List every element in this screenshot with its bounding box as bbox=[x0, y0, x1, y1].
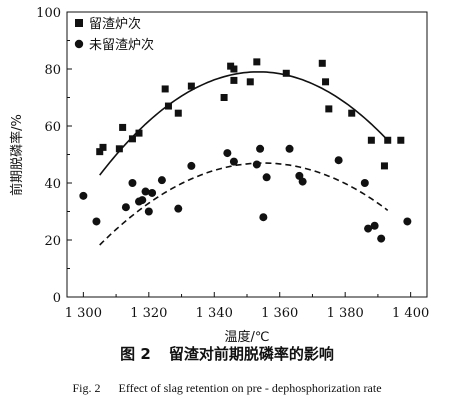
data-point-circle bbox=[187, 161, 196, 170]
data-point-circle bbox=[334, 156, 343, 165]
data-point-circle bbox=[229, 157, 238, 166]
x-tick-label: 1 300 bbox=[65, 306, 102, 321]
legend-label-series-1: 留渣炉次 bbox=[89, 16, 141, 32]
data-point-square bbox=[115, 145, 123, 153]
x-tick-label: 1 400 bbox=[392, 306, 429, 321]
data-point-square bbox=[282, 69, 290, 77]
y-tick-label: 100 bbox=[36, 6, 61, 21]
plot-frame bbox=[66, 11, 428, 298]
y-axis-label: 前期脱磷率/% bbox=[9, 114, 25, 196]
data-point-square bbox=[380, 162, 388, 170]
legend-label-series-2: 未留渣炉次 bbox=[89, 37, 154, 53]
data-point-circle bbox=[92, 217, 101, 226]
data-point-square bbox=[348, 109, 356, 117]
legend-marker-square bbox=[75, 19, 83, 27]
data-point-square bbox=[322, 78, 330, 86]
y-tick-label: 60 bbox=[44, 120, 61, 135]
data-point-circle bbox=[259, 213, 268, 222]
data-point-square bbox=[230, 65, 238, 73]
data-point-circle bbox=[298, 177, 307, 186]
data-point-circle bbox=[285, 144, 294, 153]
x-tick-label: 1 360 bbox=[261, 306, 298, 321]
fit-curve-dashed bbox=[99, 162, 389, 246]
data-point-circle bbox=[121, 203, 130, 212]
data-point-square bbox=[397, 136, 405, 144]
data-point-circle bbox=[364, 224, 373, 233]
data-point-square bbox=[230, 76, 238, 84]
x-tick-label: 1 380 bbox=[327, 306, 364, 321]
data-point-circle bbox=[79, 191, 88, 200]
data-point-circle bbox=[360, 179, 369, 187]
figure-number-en: Fig. 2 bbox=[72, 381, 101, 395]
data-point-square bbox=[119, 123, 127, 131]
data-point-square bbox=[96, 148, 104, 156]
data-point-square bbox=[99, 143, 107, 151]
y-tick-label: 80 bbox=[44, 63, 61, 78]
legend-marker-circle bbox=[74, 39, 84, 49]
data-point-circle bbox=[403, 217, 412, 226]
data-point-circle bbox=[157, 176, 166, 185]
y-tick-label: 40 bbox=[44, 177, 61, 192]
data-point-square bbox=[164, 102, 172, 110]
data-point-square bbox=[220, 94, 228, 101]
data-point-circle bbox=[138, 196, 147, 205]
data-point-circle bbox=[256, 144, 265, 153]
data-point-circle bbox=[141, 187, 150, 196]
figure-title-cn: 留渣对前期脱磷率的影响 bbox=[168, 345, 334, 363]
figure-title-en: Effect of slag retention on pre - dephos… bbox=[118, 381, 382, 395]
data-point-circle bbox=[144, 207, 153, 216]
data-point-square bbox=[161, 85, 169, 93]
y-tick-label: 0 bbox=[53, 291, 61, 306]
data-point-square bbox=[325, 105, 333, 113]
data-point-square bbox=[128, 135, 136, 143]
data-point-circle bbox=[148, 188, 157, 197]
data-point-square bbox=[135, 129, 143, 137]
data-point-circle bbox=[128, 179, 137, 187]
data-point-square bbox=[318, 59, 326, 67]
data-point-circle bbox=[252, 160, 261, 169]
tick-labels: 1 300 1 320 1 340 1 360 1 380 1 400 0 20 40 60 80 1… bbox=[36, 6, 429, 321]
data-point-square bbox=[246, 78, 254, 86]
data-points bbox=[79, 58, 412, 243]
figure-caption-en: Fig. 2 Effect of slag retention on pre - … bbox=[0, 381, 454, 396]
data-point-square bbox=[367, 136, 375, 144]
x-tick-label: 1 340 bbox=[196, 306, 233, 321]
data-point-square bbox=[253, 58, 261, 66]
x-axis-label: 温度/℃ bbox=[225, 329, 270, 345]
data-point-circle bbox=[223, 149, 232, 158]
data-point-circle bbox=[174, 204, 183, 213]
axis-ticks bbox=[67, 11, 412, 298]
data-point-circle bbox=[262, 173, 271, 182]
data-point-circle bbox=[377, 234, 386, 243]
legend: 留渣炉次 未留渣炉次 bbox=[74, 16, 154, 53]
figure-number-cn: 图 2 bbox=[120, 345, 151, 363]
x-tick-label: 1 320 bbox=[130, 306, 167, 321]
y-tick-label: 20 bbox=[44, 234, 61, 249]
data-point-square bbox=[174, 109, 182, 117]
data-point-square bbox=[384, 136, 392, 144]
data-point-circle bbox=[370, 221, 379, 230]
fit-curves bbox=[99, 71, 389, 246]
data-point-square bbox=[187, 82, 195, 90]
fit-curve-solid bbox=[99, 71, 389, 176]
figure-caption-cn: 图 2 留渣对前期脱磷率的影响 bbox=[0, 343, 454, 364]
